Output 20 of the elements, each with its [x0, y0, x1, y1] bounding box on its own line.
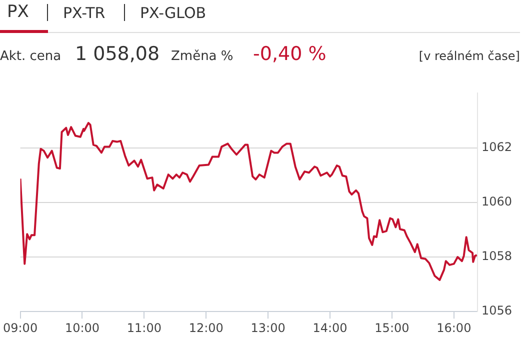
x-tick-label: 16:00 — [436, 320, 472, 335]
text: Akt. cena — [0, 49, 62, 64]
x-tick-label: 14:00 — [312, 320, 348, 335]
text: Změna % — [171, 49, 234, 64]
text: PX-GLOB — [140, 4, 206, 22]
x-tick-label: 13:00 — [250, 320, 286, 335]
x-tick-label: 12:00 — [188, 320, 224, 335]
y-tick-label: 1058 — [481, 249, 512, 264]
text: -0,40 % — [253, 43, 326, 65]
y-tick-label: 1060 — [481, 194, 512, 209]
y-tick-label: 1062 — [481, 140, 512, 154]
text: PX-TR — [63, 4, 106, 22]
x-tick-label: 15:00 — [374, 320, 410, 335]
text: 1 058,08 — [75, 43, 160, 65]
text: PX — [7, 2, 29, 22]
x-tick-label: 11:00 — [126, 320, 162, 335]
x-tick-label: 10:00 — [64, 320, 100, 335]
y-tick-label: 1056 — [481, 304, 512, 318]
text: [v reálném čase] — [418, 49, 520, 63]
x-tick-label: 09:00 — [2, 320, 38, 335]
